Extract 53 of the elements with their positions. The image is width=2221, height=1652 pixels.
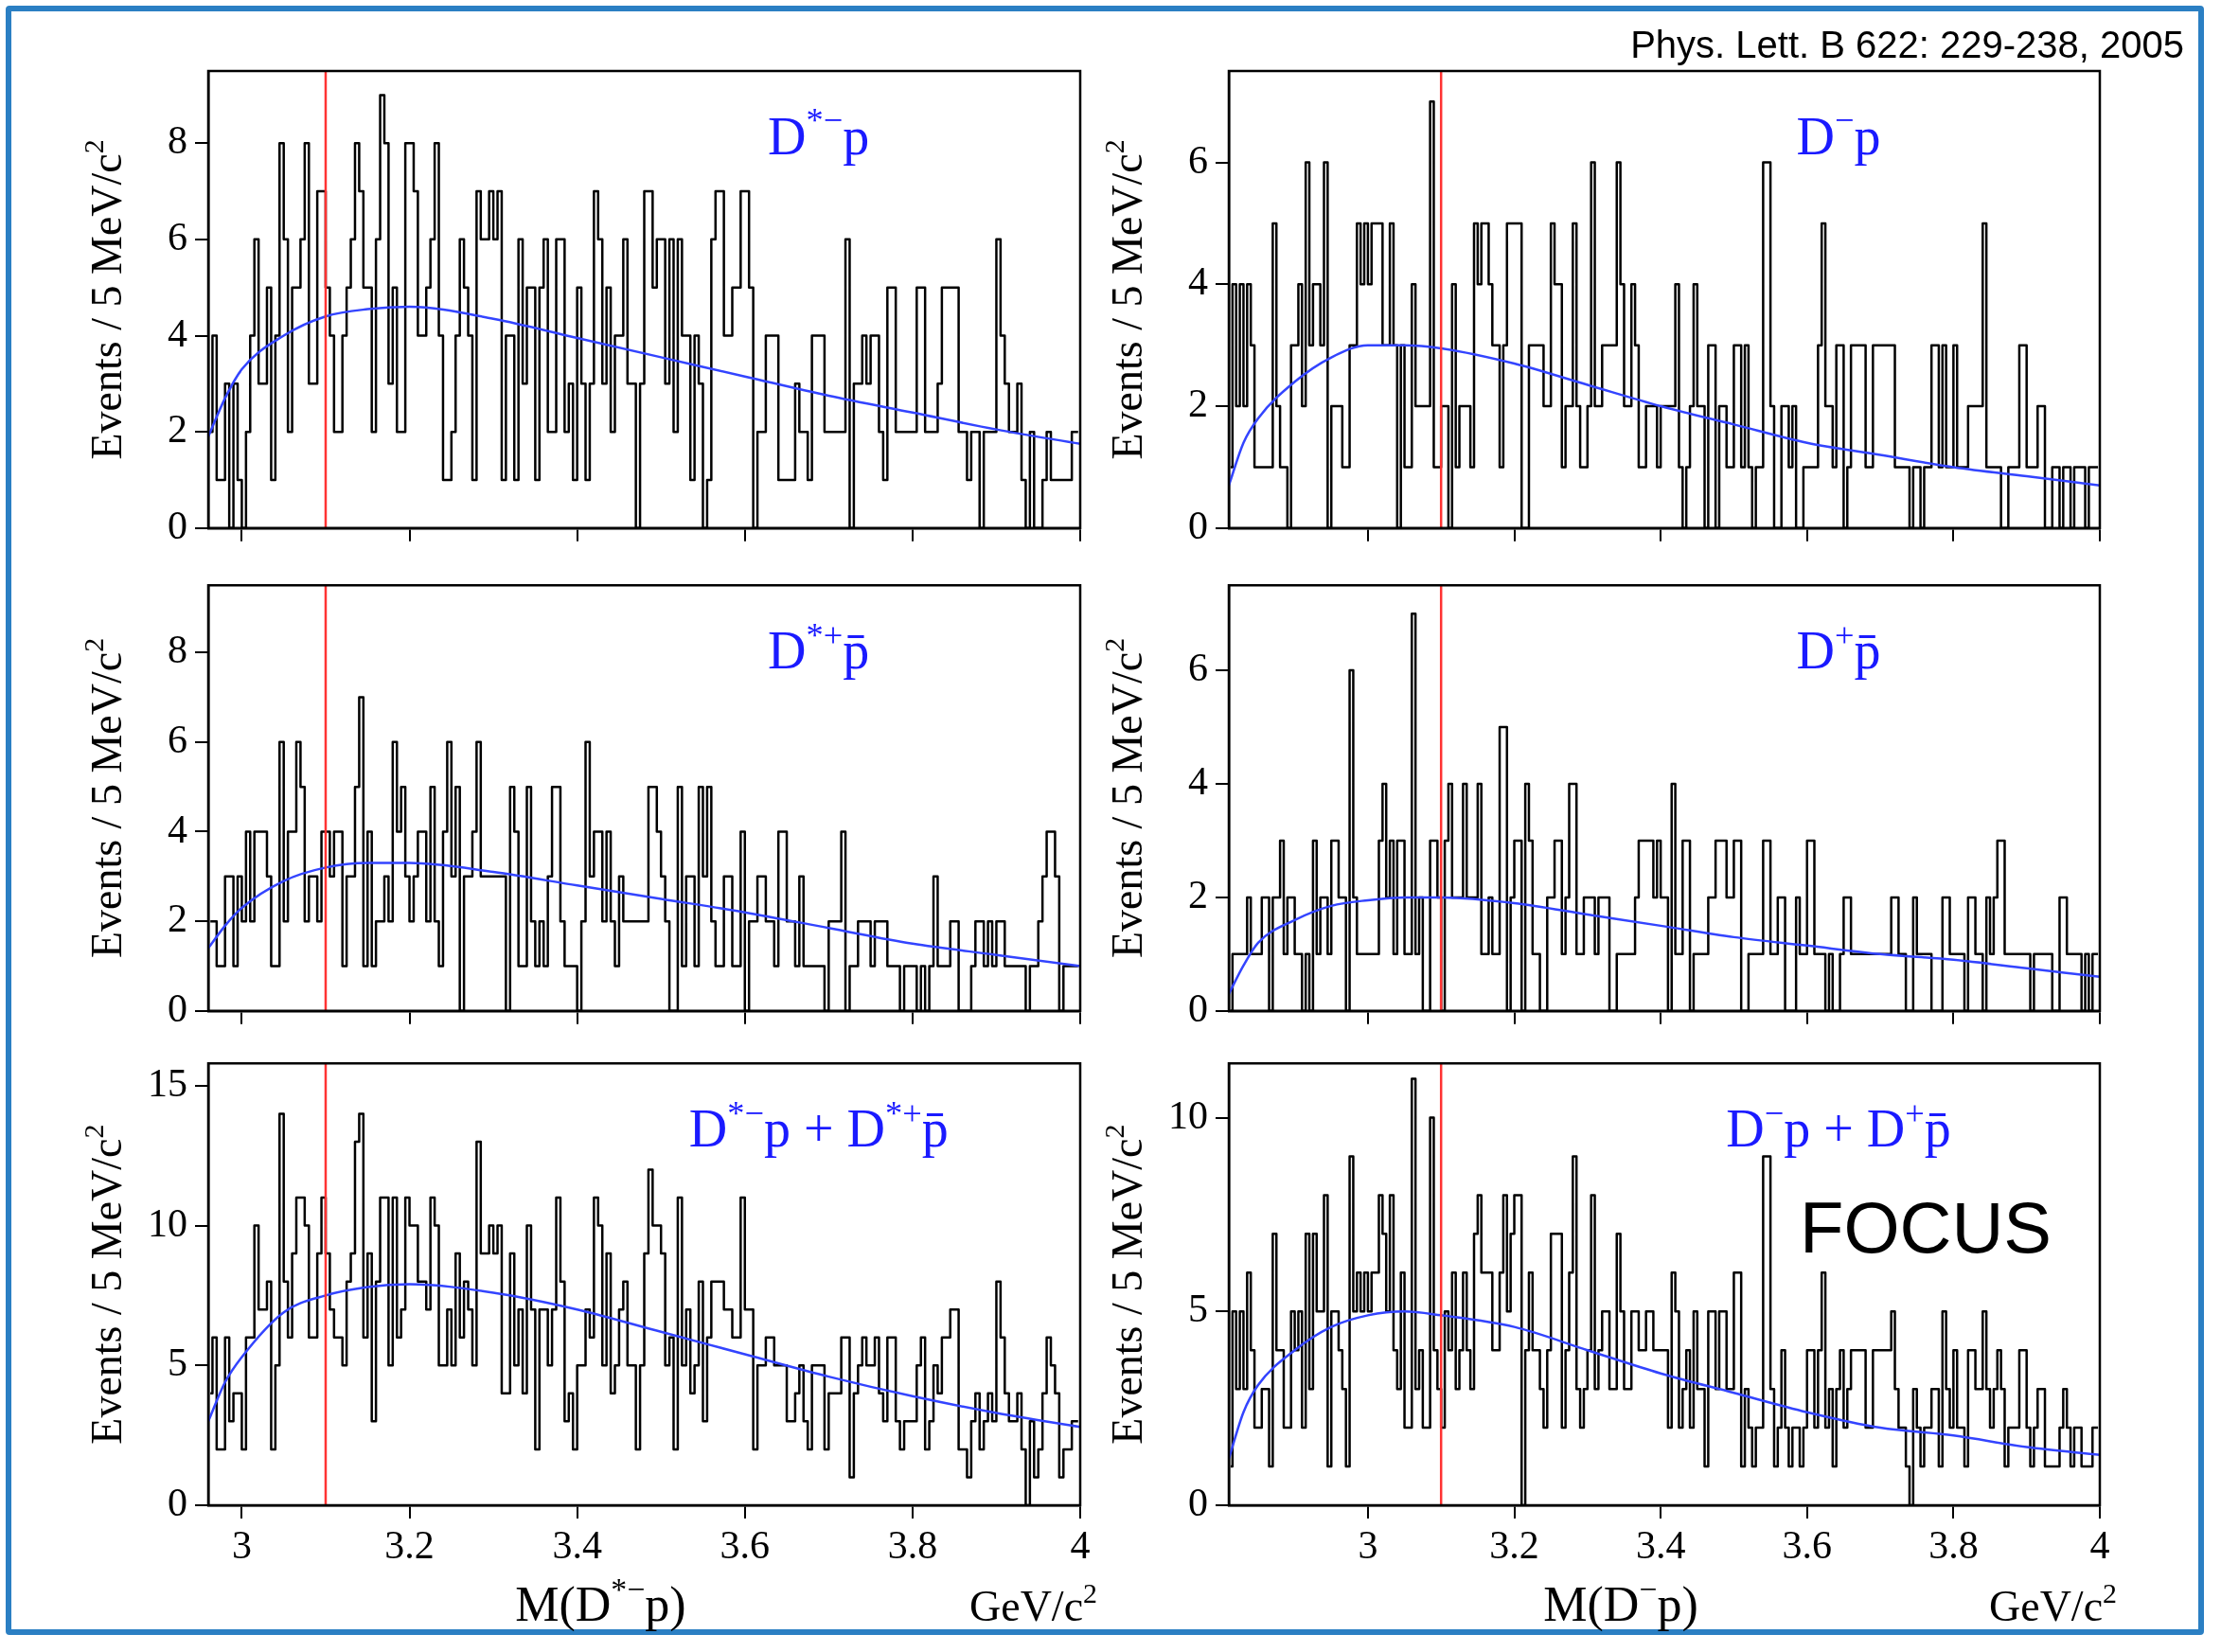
y-tick-label: 0 [1188,503,1208,547]
y-tick-label: 0 [168,1481,187,1525]
text: D−p [1796,101,1881,166]
x-tick-label: 3.4 [1635,1523,1686,1568]
x-tick-label: 3 [1358,1523,1378,1568]
y-tick-label: 15 [148,1060,187,1105]
x-tick-label: 3.8 [887,1523,938,1568]
text: D*+p̄ [768,615,870,681]
y-tick-label: 10 [1168,1092,1208,1137]
y-axis-title: Events / 5 MeV/c2 [1097,139,1151,460]
y-tick-label: 6 [168,214,187,258]
text: D+p̄ [1796,615,1881,681]
y-tick-label: 6 [1188,137,1208,182]
y-axis-title: Events / 5 MeV/c2 [77,1124,131,1445]
y-tick-label: 4 [1188,759,1208,804]
y-tick-label: 2 [168,897,187,941]
x-tick-label: 3.8 [1928,1523,1979,1568]
x-axis-title: M(D−p) [1543,1572,1698,1632]
y-tick-label: 6 [168,717,187,761]
y-tick-label: 0 [168,503,187,547]
y-tick-label: 6 [1188,646,1208,690]
y-axis-title: Events / 5 MeV/c2 [77,637,131,959]
y-axis-title: Events / 5 MeV/c2 [1097,1124,1151,1445]
y-tick-label: 5 [168,1341,187,1385]
y-tick-label: 8 [168,118,187,163]
y-tick-label: 4 [1188,259,1208,304]
y-tick-label: 0 [168,986,187,1030]
x-tick-label: 3.2 [384,1523,435,1568]
x-tick-label: 3.2 [1489,1523,1539,1568]
text: D−p + D+p̄ [1726,1093,1951,1159]
y-tick-label: 8 [168,628,187,672]
x-tick-label: 3.4 [552,1523,602,1568]
y-tick-label: 0 [1188,986,1208,1030]
y-tick-label: 2 [1188,872,1208,916]
y-tick-label: 10 [148,1200,187,1245]
text: Phys. Lett. B 622: 229-238, 2005 [1630,24,2185,65]
x-tick-label: 3 [231,1523,252,1568]
text: D*−p [768,101,870,166]
annotation: FOCUS [1800,1187,2052,1269]
y-axis-title: Events / 5 MeV/c2 [77,139,131,460]
x-tick-label: 4 [1070,1523,1091,1568]
x-axis-title: M(D*−p) [515,1572,686,1632]
text: D*−p + D*+p̄ [688,1093,949,1159]
y-tick-label: 0 [1188,1481,1208,1525]
y-tick-label: 4 [168,311,187,355]
x-tick-label: 4 [2089,1523,2110,1568]
y-tick-label: 5 [1188,1287,1208,1331]
y-tick-label: 2 [1188,382,1208,426]
y-tick-label: 2 [168,407,187,452]
x-tick-label: 3.6 [720,1523,771,1568]
x-tick-label: 3.6 [1782,1523,1833,1568]
y-axis-title: Events / 5 MeV/c2 [1097,637,1151,959]
y-tick-label: 4 [168,807,187,851]
